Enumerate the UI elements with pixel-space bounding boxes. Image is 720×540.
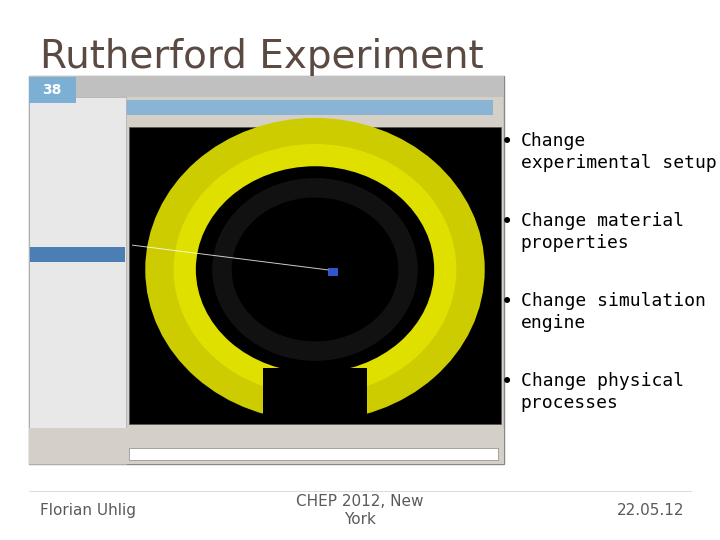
FancyBboxPatch shape	[30, 247, 125, 262]
FancyBboxPatch shape	[29, 428, 504, 464]
FancyBboxPatch shape	[47, 100, 493, 115]
Text: •: •	[500, 372, 513, 392]
Text: CHEP 2012, New
York: CHEP 2012, New York	[296, 494, 424, 526]
Text: Florian Uhlig: Florian Uhlig	[40, 503, 135, 518]
FancyBboxPatch shape	[328, 268, 338, 276]
Text: •: •	[500, 292, 513, 312]
Text: 38: 38	[42, 83, 62, 97]
Text: Change simulation
engine: Change simulation engine	[521, 292, 706, 332]
FancyBboxPatch shape	[129, 127, 501, 424]
Text: •: •	[500, 212, 513, 232]
FancyBboxPatch shape	[29, 77, 76, 103]
Text: •: •	[500, 132, 513, 152]
Text: Change material
properties: Change material properties	[521, 212, 684, 252]
FancyBboxPatch shape	[29, 97, 126, 464]
FancyBboxPatch shape	[29, 76, 504, 97]
Text: Change
experimental setup: Change experimental setup	[521, 132, 716, 172]
Text: 22.05.12: 22.05.12	[616, 503, 684, 518]
Text: Rutherford Experiment: Rutherford Experiment	[40, 38, 483, 76]
Text: Change physical
processes: Change physical processes	[521, 372, 684, 412]
FancyBboxPatch shape	[263, 368, 367, 421]
FancyBboxPatch shape	[129, 448, 498, 460]
FancyBboxPatch shape	[29, 76, 504, 464]
